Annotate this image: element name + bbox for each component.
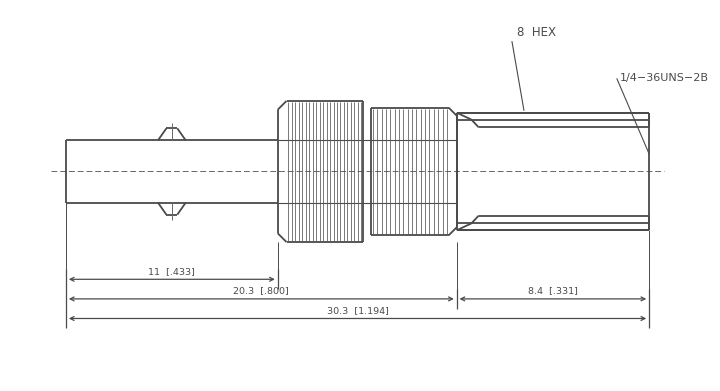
Text: 1/4−36UNS−2B: 1/4−36UNS−2B [620,74,708,83]
Text: 30.3  [1.194]: 30.3 [1.194] [327,306,389,315]
Text: 8.4  [.331]: 8.4 [.331] [528,287,578,296]
Text: 11  [.433]: 11 [.433] [148,267,195,276]
Text: 8  HEX: 8 HEX [517,26,556,39]
Text: 20.3  [.800]: 20.3 [.800] [233,287,289,296]
